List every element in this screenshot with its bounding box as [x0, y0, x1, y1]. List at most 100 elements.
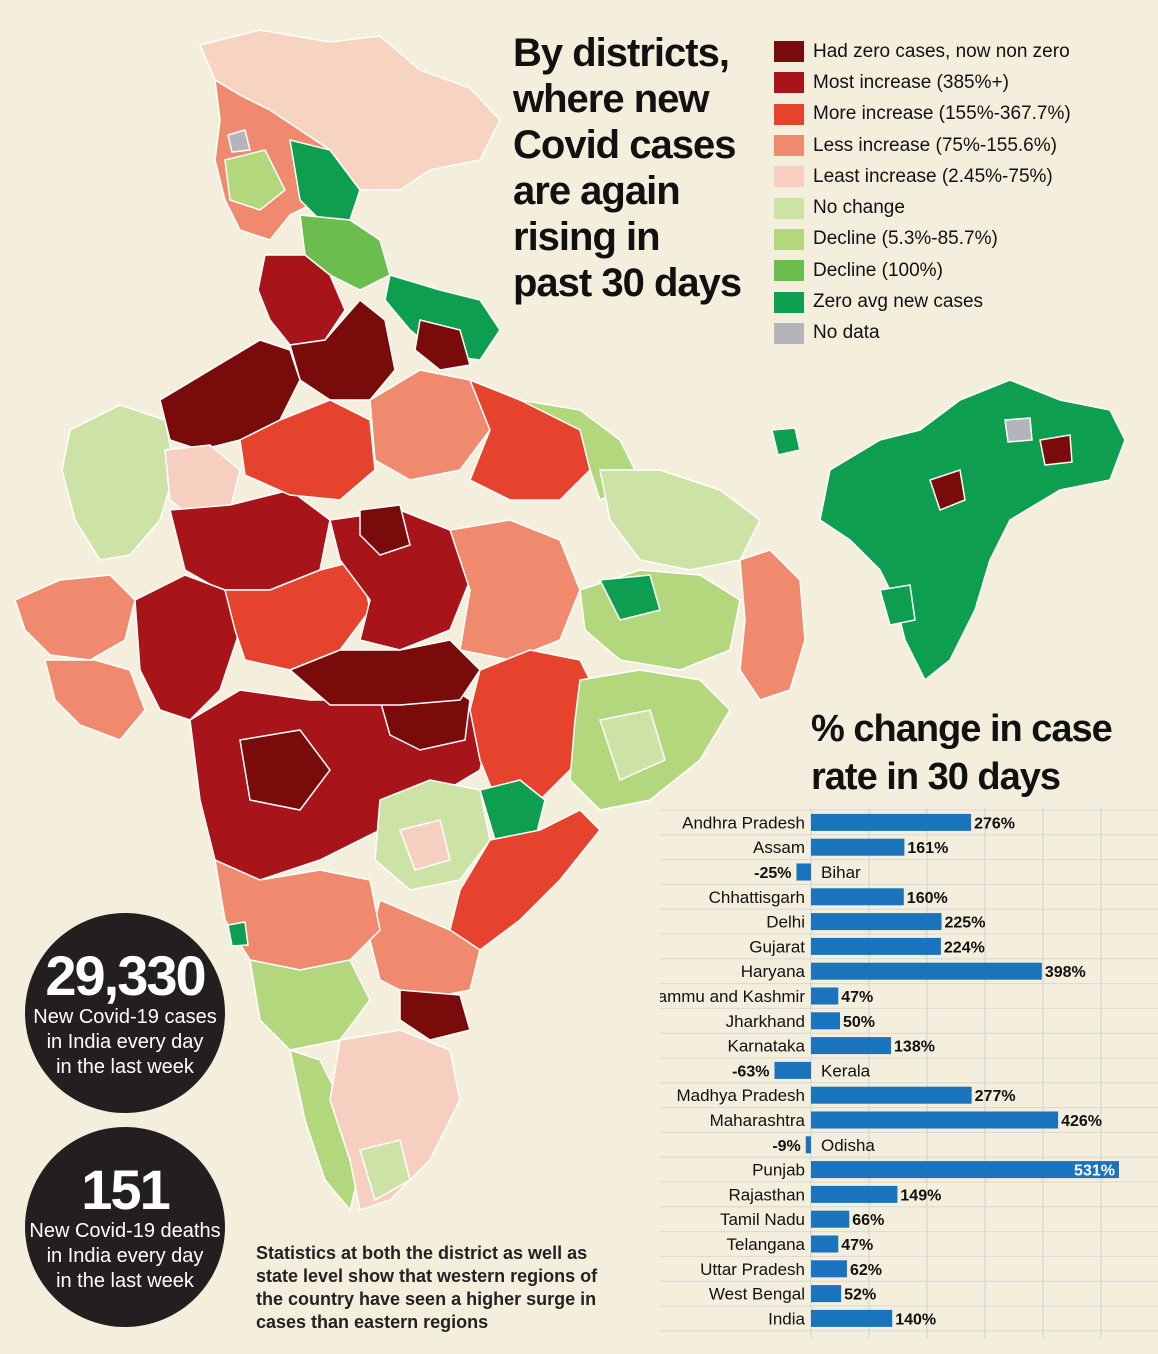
legend-swatch — [774, 41, 804, 63]
chart-value-label: 426% — [1061, 1113, 1102, 1130]
legend-item: Had zero cases, now non zero — [774, 36, 1071, 67]
legend-item: Least increase (2.45%-75%) — [774, 161, 1071, 192]
region-odisha-lg — [599, 709, 666, 782]
region-rajasthan-e — [239, 399, 376, 501]
chart-value-label: 52% — [844, 1287, 876, 1304]
chart-category-label: Maharashtra — [710, 1111, 806, 1130]
legend-label: Zero avg new cases — [813, 291, 984, 313]
title-line: past 30 days — [513, 261, 742, 305]
deaths-caption-line: in the last week — [56, 1269, 194, 1292]
deaths-number: 151 — [81, 1157, 170, 1221]
deaths-caption-line: in India every day — [46, 1244, 204, 1267]
region-karnataka-s — [249, 959, 371, 1051]
chart-value-label: 47% — [841, 989, 873, 1006]
deaths-stat-circle: 151 New Covid-19 deaths in India every d… — [25, 1127, 225, 1327]
legend-label: No change — [813, 197, 905, 219]
cases-caption-line: in the last week — [56, 1055, 194, 1078]
chart-bar — [796, 863, 811, 881]
legend-item: Decline (5.3%-85.7%) — [774, 224, 1071, 255]
chart-category-label: Punjab — [752, 1161, 805, 1180]
chart-category-label: Karnataka — [728, 1037, 806, 1056]
legend-swatch — [774, 322, 804, 344]
chart-bar — [811, 1285, 842, 1303]
chart-category-label: India — [768, 1309, 805, 1328]
chart-value-label: 160% — [907, 890, 948, 907]
chart-category-label: Bihar — [821, 863, 861, 882]
legend-label: Decline (5.3%-85.7%) — [813, 228, 998, 250]
region-kerala — [288, 1048, 361, 1212]
chart-bar — [811, 1235, 839, 1253]
chart-value-label: 50% — [843, 1014, 875, 1031]
region-up-dark2 — [359, 504, 411, 556]
legend-item: Decline (100%) — [774, 255, 1071, 286]
legend-label: No data — [813, 322, 880, 344]
region-uttarakhand — [384, 274, 501, 361]
region-wb — [739, 549, 806, 701]
chart-value-label: 149% — [900, 1187, 941, 1204]
chart-bar — [811, 1111, 1059, 1129]
chart-bar — [811, 913, 942, 931]
chart-title: % change in case rate in 30 days — [811, 708, 1113, 798]
region-maharashtra-dark — [239, 729, 331, 811]
cases-number: 29,330 — [45, 943, 206, 1007]
legend-item: More increase (155%-367.7%) — [774, 99, 1071, 130]
chart-value-label: 225% — [945, 915, 986, 932]
chart-category-label: Delhi — [766, 913, 805, 932]
chart-value-label: 138% — [894, 1039, 935, 1056]
chart-bar — [774, 1061, 811, 1079]
title-line: are again — [513, 169, 681, 213]
map-title: By districts, where new Covid cases are … — [513, 30, 763, 306]
chart-value-label: 398% — [1045, 964, 1086, 981]
region-mp-w — [224, 559, 371, 671]
chart-category-label: Jammu and Kashmir — [660, 987, 805, 1006]
legend-swatch — [774, 291, 804, 313]
region-jharkhand-green — [598, 574, 661, 621]
title-line: where new — [513, 77, 710, 121]
chart-value-label: 276% — [974, 815, 1015, 832]
legend-swatch — [774, 228, 804, 250]
chart-category-label: Andhra Pradesh — [682, 813, 805, 832]
chart-category-label: Haryana — [741, 962, 806, 981]
chart-category-label: Uttar Pradesh — [700, 1260, 805, 1279]
chart-bar — [811, 1086, 972, 1104]
legend-label: Less increase (75%-155.6%) — [813, 134, 1057, 156]
chart-value-label: 62% — [850, 1262, 882, 1279]
chart-value-label: -63% — [732, 1063, 769, 1080]
legend-swatch — [774, 72, 804, 94]
chart-value-label: -25% — [754, 865, 791, 882]
chart-bar — [811, 987, 839, 1005]
chart-category-label: Madhya Pradesh — [676, 1086, 805, 1105]
chart-bar — [811, 888, 904, 906]
title-line: By districts, — [513, 31, 730, 75]
legend-swatch — [774, 197, 804, 219]
chart-category-label: Odisha — [821, 1136, 875, 1155]
title-line: rising in — [513, 215, 661, 259]
region-gujarat-kutch — [14, 574, 136, 661]
chart-bar — [811, 962, 1042, 980]
cases-stat-circle: 29,330 New Covid-19 cases in India every… — [25, 913, 225, 1113]
title-line: Covid cases — [513, 123, 736, 167]
region-jk-lightgreen — [224, 149, 286, 211]
chart-category-label: West Bengal — [709, 1285, 805, 1304]
state-change-bar-chart: Andhra Pradesh 276% Assam 161% Bihar -25% Chha… — [660, 808, 1158, 1338]
legend-swatch — [774, 135, 804, 157]
region-tn-green — [359, 1139, 411, 1202]
region-rajasthan-n — [159, 339, 301, 451]
region-tripura — [879, 584, 916, 626]
chart-category-label: Rajasthan — [728, 1185, 805, 1204]
chart-value-label: 531% — [1074, 1163, 1115, 1180]
region-ap-coast — [449, 809, 602, 951]
legend-label: Decline (100%) — [813, 259, 943, 281]
chart-value-label: 161% — [907, 840, 948, 857]
chart-category-label: Assam — [753, 838, 805, 857]
legend-label: Most increase (385%+) — [813, 71, 1009, 93]
region-chhattisgarh — [469, 649, 601, 811]
region-goa — [227, 921, 249, 947]
summary-note: Statistics at both the district as well … — [256, 1243, 598, 1332]
chart-bar — [811, 937, 941, 955]
chart-category-label: Kerala — [821, 1061, 871, 1080]
legend-item: No change — [774, 192, 1071, 223]
region-up-dark1 — [414, 319, 471, 371]
region-ap-dark — [399, 989, 471, 1041]
